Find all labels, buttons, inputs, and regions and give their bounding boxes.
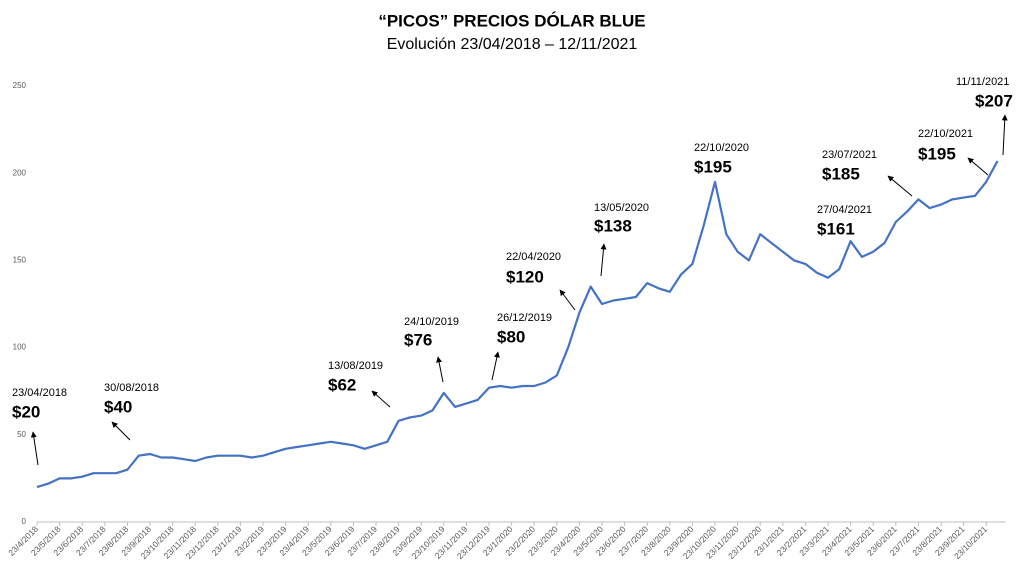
annotation-value: $195: [694, 157, 732, 176]
chart-title: “PICOS” PRECIOS DÓLAR BLUE: [378, 11, 645, 30]
annotation-date: 24/10/2019: [404, 316, 459, 328]
y-tick-label: 100: [13, 343, 27, 352]
annotation-date: 30/08/2018: [104, 382, 159, 394]
annotation-arrow: [967, 157, 989, 176]
annotation-arrow: [436, 356, 444, 383]
annotation-value: $62: [328, 375, 356, 394]
annotation-value: $20: [12, 402, 40, 421]
annotation-date: 26/12/2019: [497, 312, 552, 324]
annotation-date: 11/11/2021: [956, 76, 1009, 88]
y-tick-label: 200: [13, 168, 27, 177]
annotation-arrow: [887, 175, 913, 197]
annotation-value: $40: [104, 397, 132, 416]
annotation-value: $120: [506, 267, 544, 286]
annotation-arrow: [30, 431, 39, 466]
annotation-arrow: [600, 243, 607, 277]
annotation-value: $161: [817, 219, 855, 238]
annotation-value: $185: [822, 164, 860, 183]
annotation-date: 23/07/2021: [822, 149, 877, 161]
chart-subtitle: Evolución 23/04/2018 – 12/11/2021: [387, 36, 638, 53]
annotation-arrow: [1001, 114, 1008, 156]
annotation-date: 22/10/2020: [694, 142, 749, 154]
annotation-date: 22/04/2020: [506, 251, 561, 263]
annotation-value: $76: [404, 330, 432, 349]
annotation-arrow: [371, 390, 391, 408]
y-tick-label: 150: [13, 256, 27, 265]
annotation-date: 27/04/2021: [817, 204, 872, 216]
annotation-value: $80: [497, 327, 525, 346]
annotation-date: 13/05/2020: [594, 202, 649, 214]
y-tick-label: 0: [22, 517, 27, 526]
annotation-arrow: [111, 421, 131, 441]
annotation-date: 23/04/2018: [12, 387, 67, 399]
annotation-value: $138: [594, 216, 632, 235]
annotation-arrow: [491, 351, 500, 381]
y-tick-label: 50: [17, 430, 26, 439]
y-tick-label: 250: [13, 81, 27, 90]
line-series: [36, 160, 999, 489]
annotation-value: $207: [975, 91, 1013, 110]
annotation-date: 22/10/2021: [918, 128, 973, 140]
annotation-date: 13/08/2019: [328, 360, 383, 372]
annotation-arrow: [559, 289, 576, 311]
annotation-value: $195: [918, 144, 956, 163]
